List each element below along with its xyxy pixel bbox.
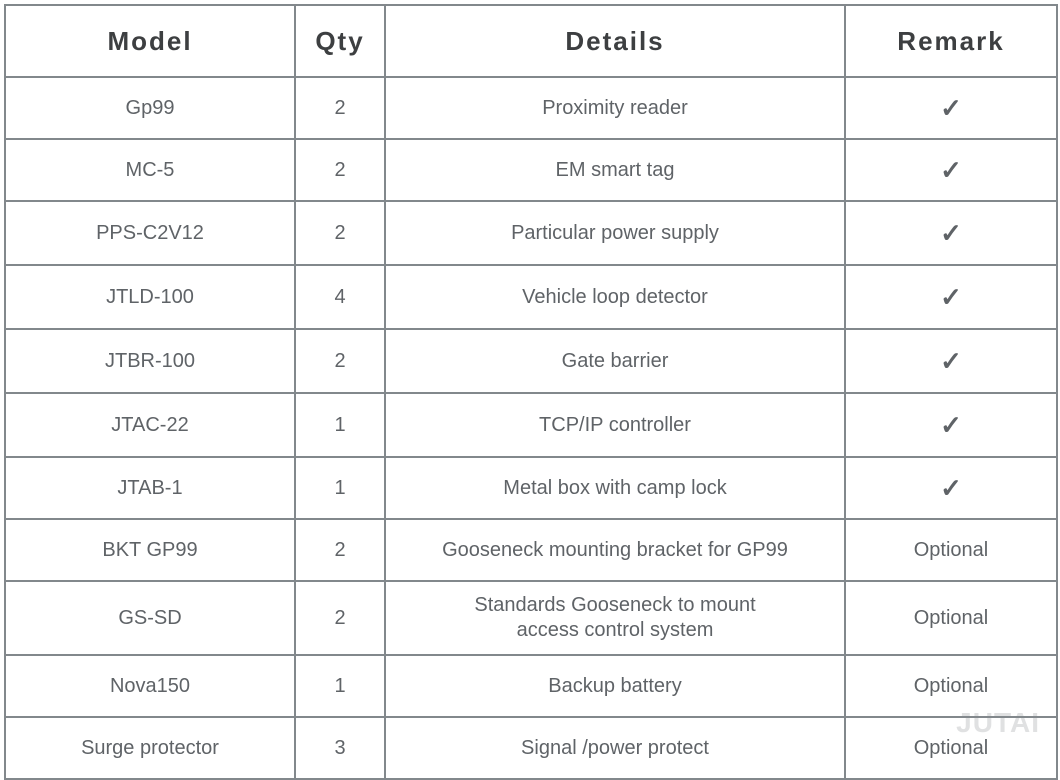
cell-details: Metal box with camp lock bbox=[385, 457, 845, 519]
table-row: JTLD-1004Vehicle loop detector✓ bbox=[5, 265, 1057, 329]
cell-qty: 1 bbox=[295, 393, 385, 457]
cell-qty: 2 bbox=[295, 139, 385, 201]
table-row: JTBR-1002Gate barrier✓ bbox=[5, 329, 1057, 393]
cell-model: JTAB-1 bbox=[5, 457, 295, 519]
cell-model: Nova150 bbox=[5, 655, 295, 717]
cell-qty: 1 bbox=[295, 457, 385, 519]
cell-model: GS-SD bbox=[5, 581, 295, 655]
cell-qty: 3 bbox=[295, 717, 385, 779]
table-row: GS-SD2Standards Gooseneck to mountaccess… bbox=[5, 581, 1057, 655]
table-row: MC-52EM smart tag✓ bbox=[5, 139, 1057, 201]
cell-details: Gooseneck mounting bracket for GP99 bbox=[385, 519, 845, 581]
cell-remark: Optional bbox=[845, 717, 1057, 779]
cell-remark: Optional bbox=[845, 581, 1057, 655]
cell-details: Gate barrier bbox=[385, 329, 845, 393]
header-row: Model Qty Details Remark bbox=[5, 5, 1057, 77]
table-row: JTAC-221TCP/IP controller✓ bbox=[5, 393, 1057, 457]
cell-qty: 2 bbox=[295, 519, 385, 581]
table-row: Surge protector3Signal /power protectOpt… bbox=[5, 717, 1057, 779]
cell-remark: ✓ bbox=[845, 201, 1057, 265]
spec-table: Model Qty Details Remark Gp992Proximity … bbox=[4, 4, 1058, 780]
cell-details: Signal /power protect bbox=[385, 717, 845, 779]
cell-qty: 2 bbox=[295, 77, 385, 139]
cell-details: Standards Gooseneck to mountaccess contr… bbox=[385, 581, 845, 655]
cell-remark: ✓ bbox=[845, 77, 1057, 139]
cell-remark: Optional bbox=[845, 655, 1057, 717]
cell-model: Surge protector bbox=[5, 717, 295, 779]
cell-remark: ✓ bbox=[845, 329, 1057, 393]
header-details: Details bbox=[385, 5, 845, 77]
cell-details: TCP/IP controller bbox=[385, 393, 845, 457]
cell-model: JTBR-100 bbox=[5, 329, 295, 393]
table-row: Nova1501Backup batteryOptional bbox=[5, 655, 1057, 717]
cell-details: Proximity reader bbox=[385, 77, 845, 139]
cell-details: Particular power supply bbox=[385, 201, 845, 265]
cell-remark: ✓ bbox=[845, 139, 1057, 201]
cell-details: EM smart tag bbox=[385, 139, 845, 201]
cell-model: PPS-C2V12 bbox=[5, 201, 295, 265]
header-qty: Qty bbox=[295, 5, 385, 77]
cell-qty: 2 bbox=[295, 329, 385, 393]
cell-model: BKT GP99 bbox=[5, 519, 295, 581]
table-row: PPS-C2V122Particular power supply✓ bbox=[5, 201, 1057, 265]
cell-details: Vehicle loop detector bbox=[385, 265, 845, 329]
cell-remark: ✓ bbox=[845, 457, 1057, 519]
table-row: BKT GP992Gooseneck mounting bracket for … bbox=[5, 519, 1057, 581]
cell-qty: 2 bbox=[295, 201, 385, 265]
header-remark: Remark bbox=[845, 5, 1057, 77]
cell-model: JTLD-100 bbox=[5, 265, 295, 329]
cell-qty: 4 bbox=[295, 265, 385, 329]
table-row: Gp992Proximity reader✓ bbox=[5, 77, 1057, 139]
cell-remark: ✓ bbox=[845, 393, 1057, 457]
cell-qty: 2 bbox=[295, 581, 385, 655]
cell-model: JTAC-22 bbox=[5, 393, 295, 457]
cell-model: Gp99 bbox=[5, 77, 295, 139]
cell-details: Backup battery bbox=[385, 655, 845, 717]
header-model: Model bbox=[5, 5, 295, 77]
cell-remark: ✓ bbox=[845, 265, 1057, 329]
cell-model: MC-5 bbox=[5, 139, 295, 201]
cell-qty: 1 bbox=[295, 655, 385, 717]
table-row: JTAB-11Metal box with camp lock✓ bbox=[5, 457, 1057, 519]
cell-remark: Optional bbox=[845, 519, 1057, 581]
